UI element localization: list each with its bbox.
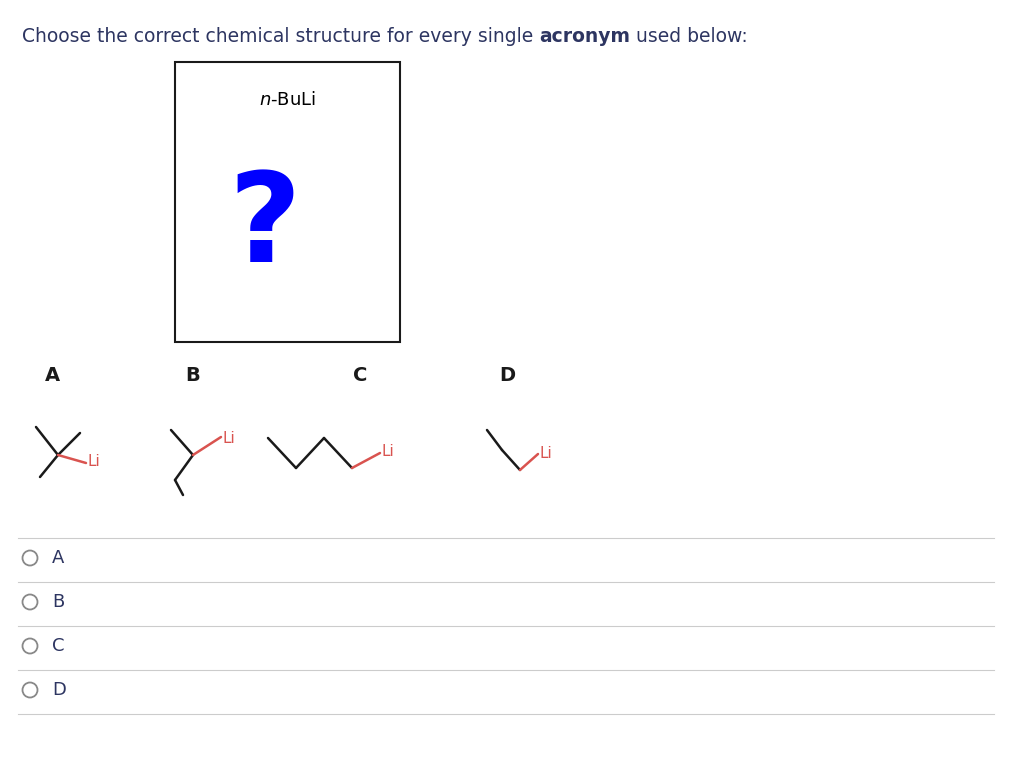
Text: Li: Li: [540, 446, 552, 461]
Text: B: B: [185, 366, 200, 384]
Text: D: D: [498, 366, 515, 384]
Text: B: B: [52, 593, 64, 611]
Text: Li: Li: [222, 430, 236, 446]
Text: Li: Li: [88, 454, 101, 468]
Text: A: A: [52, 549, 65, 567]
Text: used below:: used below:: [630, 26, 747, 45]
Text: acronym: acronym: [539, 26, 630, 45]
Text: C: C: [52, 637, 65, 655]
Text: ?: ?: [228, 166, 301, 288]
Text: C: C: [353, 366, 367, 384]
Text: Li: Li: [381, 443, 394, 458]
Text: Choose the correct chemical structure for every single: Choose the correct chemical structure fo…: [22, 26, 539, 45]
Bar: [175, 62, 399, 342]
Text: D: D: [52, 681, 66, 699]
Text: $\it{n}$-BuLi: $\it{n}$-BuLi: [259, 91, 315, 109]
Text: A: A: [44, 366, 60, 384]
